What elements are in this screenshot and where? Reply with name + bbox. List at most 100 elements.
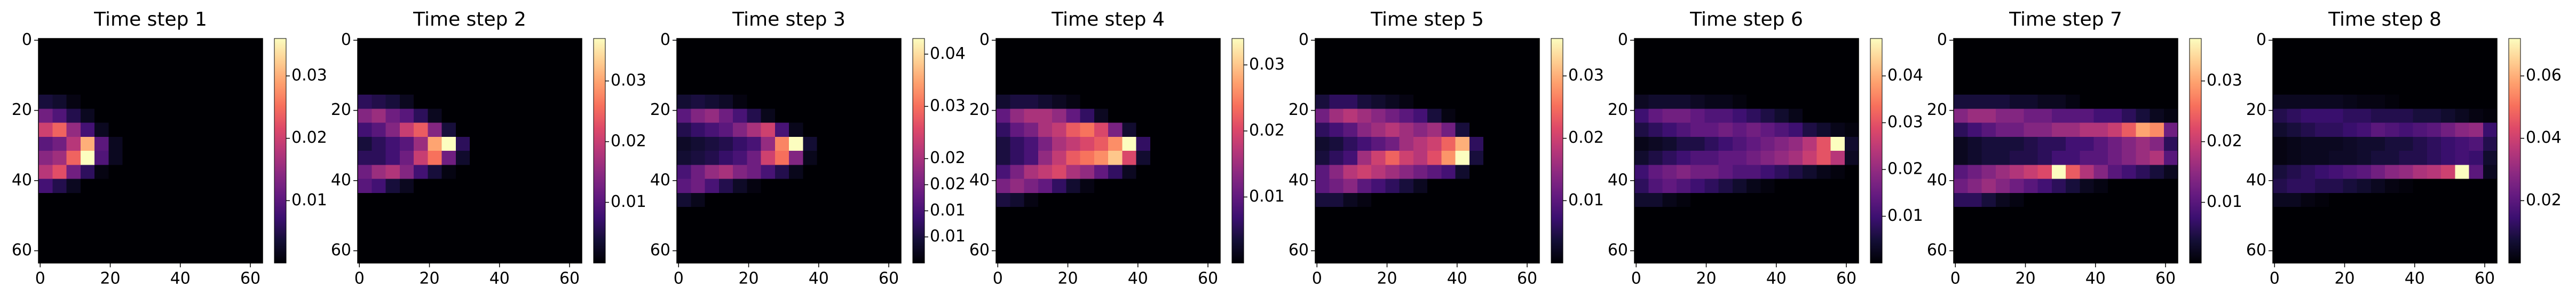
heatmap-cell — [1803, 249, 1817, 264]
heatmap-cell — [845, 165, 859, 179]
heatmap-cell — [1788, 52, 1803, 67]
x-tick-label: 60 — [559, 269, 580, 288]
heatmap-cell — [2080, 151, 2094, 165]
heatmap-cell — [2469, 52, 2484, 67]
heatmap-cell — [1676, 165, 1691, 179]
heatmap-cell — [2483, 165, 2498, 179]
heatmap-cell — [1648, 192, 1663, 207]
heatmap-cell — [845, 249, 859, 264]
heatmap-cell — [1010, 136, 1024, 151]
heatmap-cell — [1844, 235, 1859, 250]
heatmap-cell — [220, 95, 235, 109]
heatmap-cell — [1511, 80, 1526, 95]
heatmap-cell — [2370, 249, 2385, 264]
heatmap-cell — [511, 38, 526, 53]
heatmap-cell — [1150, 109, 1165, 123]
heatmap-cell — [733, 38, 747, 53]
heatmap-cell — [1995, 95, 2010, 109]
heatmap-cell — [1732, 165, 1747, 179]
heatmap-cell — [1718, 151, 1733, 165]
heatmap-cell — [2051, 165, 2066, 179]
heatmap-cell — [526, 235, 540, 250]
heatmap-cell — [1413, 52, 1428, 67]
heatmap-cell — [52, 151, 67, 165]
heatmap-cell — [234, 179, 249, 194]
heatmap-cell — [845, 38, 859, 53]
heatmap-cell — [1967, 80, 1982, 95]
heatmap-cell — [248, 95, 263, 109]
heatmap-cell — [1455, 151, 1470, 165]
heatmap-cell — [2427, 136, 2441, 151]
heatmap-cell — [1052, 80, 1066, 95]
heatmap-cell — [414, 52, 428, 67]
heatmap-cell — [2093, 179, 2108, 194]
heatmap-cell — [2287, 151, 2301, 165]
heatmap-cell — [1150, 136, 1165, 151]
heatmap-cell — [859, 122, 873, 137]
heatmap-cell — [677, 192, 691, 207]
heatmap-cell — [1954, 165, 1968, 179]
heatmap-cell — [2122, 249, 2136, 264]
heatmap-cell — [1329, 52, 1344, 67]
heatmap-cell — [2136, 80, 2150, 95]
heatmap-cell — [234, 235, 249, 250]
heatmap-cell — [178, 122, 193, 137]
heatmap-cell — [1371, 235, 1386, 250]
heatmap-cell — [2066, 109, 2080, 123]
heatmap-cell — [789, 52, 803, 67]
heatmap-cell — [845, 122, 859, 137]
heatmap-cell — [2399, 221, 2413, 235]
heatmap-cell — [1399, 235, 1414, 250]
heatmap-cell — [1981, 221, 1996, 235]
heatmap-cell — [1371, 179, 1386, 194]
heatmap-cell — [2122, 66, 2136, 81]
heatmap-cell — [1164, 109, 1179, 123]
heatmap-cell — [2329, 165, 2343, 179]
heatmap-cell — [414, 136, 428, 151]
colorbar-tick-label: 0.01 — [930, 201, 966, 220]
heatmap-cell — [2093, 66, 2108, 81]
y-tick-label: 60 — [969, 241, 990, 260]
heatmap-cell — [1648, 52, 1663, 67]
heatmap-cell — [1967, 179, 1982, 194]
heatmap-cell — [718, 249, 733, 264]
heatmap-cell — [497, 207, 512, 221]
heatmap-cell — [1413, 207, 1428, 221]
heatmap-cell — [1662, 109, 1677, 123]
heatmap-cell — [2051, 179, 2066, 194]
heatmap-cell — [1967, 249, 1982, 264]
heatmap-cell — [2301, 122, 2316, 137]
heatmap-cell — [1343, 221, 1358, 235]
heatmap-cell — [1704, 221, 1719, 235]
heatmap-cell — [705, 151, 720, 165]
heatmap-cell — [1206, 95, 1221, 109]
heatmap-cell — [761, 52, 776, 67]
heatmap-cell — [2273, 66, 2287, 81]
heatmap-cell — [2093, 52, 2108, 67]
heatmap-cell — [136, 235, 151, 250]
heatmap-cell — [2483, 95, 2498, 109]
heatmap-cell — [1634, 95, 1649, 109]
heatmap-cell — [2314, 52, 2329, 67]
heatmap-cell — [1788, 80, 1803, 95]
heatmap-cell — [2287, 52, 2301, 67]
heatmap-cell — [2301, 151, 2316, 165]
heatmap-cell — [2287, 165, 2301, 179]
heatmap-cell — [1371, 136, 1386, 151]
heatmap-cell — [873, 95, 888, 109]
heatmap-cell — [1803, 207, 1817, 221]
heatmap-cell — [1094, 52, 1109, 67]
heatmap-cell — [747, 38, 761, 53]
x-tick-label: 40 — [2405, 269, 2425, 288]
heatmap-cell — [1803, 165, 1817, 179]
heatmap-cell — [1164, 179, 1179, 194]
heatmap-cell — [1967, 151, 1982, 165]
y-tick-label: 0 — [979, 30, 990, 49]
heatmap-cell — [831, 235, 846, 250]
heatmap-cell — [2107, 122, 2122, 137]
heatmap-cell — [1164, 192, 1179, 207]
heatmap-cell — [554, 38, 568, 53]
heatmap-cell — [996, 38, 1010, 53]
heatmap-cell — [691, 249, 705, 264]
